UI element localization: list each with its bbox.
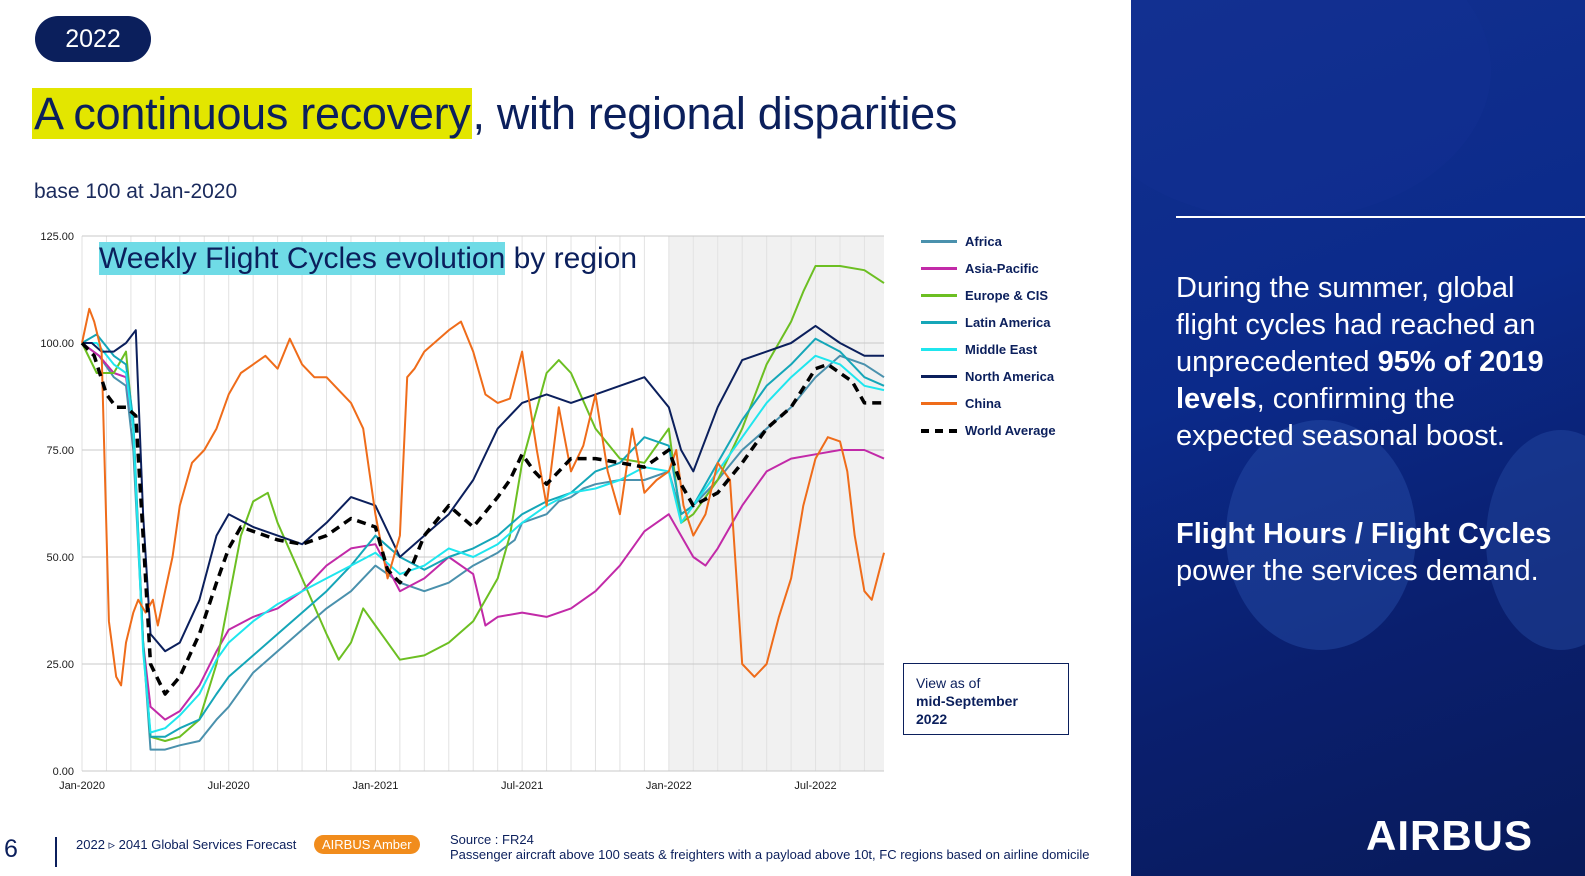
y-tick-label: 25.00 xyxy=(46,659,74,671)
legend-swatch xyxy=(921,348,957,351)
chart-legend: Africa Asia-Pacific Europe & CIS Latin Amer… xyxy=(921,228,1056,444)
series-line-world-average xyxy=(80,341,884,696)
panel-rule xyxy=(1176,216,1585,218)
headline-rest: , with regional disparities xyxy=(472,88,958,139)
legend-item: Latin America xyxy=(921,309,1056,336)
y-tick-label: 125.00 xyxy=(40,231,74,243)
airbus-logo: AIRBUS xyxy=(1366,812,1534,859)
page-number: 6 xyxy=(4,835,18,863)
view-as-box: View as of mid-September 2022 xyxy=(903,663,1069,735)
flight-cycles-chart: 0.00 25.00 50.00 75.00 100.00 125.00 Jan-2020 J… xyxy=(40,231,885,792)
legend-swatch xyxy=(921,428,957,433)
legend-item: Europe & CIS xyxy=(921,282,1056,309)
x-tick-label: Jan-2022 xyxy=(646,780,692,792)
x-tick-label: Jan-2021 xyxy=(352,780,398,792)
window-decor-3 xyxy=(1131,0,1491,220)
year-badge: 2022 xyxy=(35,16,151,62)
legend-swatch xyxy=(921,267,957,270)
legend-item: Asia-Pacific xyxy=(921,255,1056,282)
legend-label: China xyxy=(965,396,1002,411)
view-as-year: 2022 xyxy=(916,711,948,727)
window-decor-1 xyxy=(1226,420,1416,650)
legend-swatch xyxy=(921,402,957,405)
legend-label: Europe & CIS xyxy=(965,288,1049,303)
footer-doc-title: 2022 ▹ 2041 Global Services Forecast xyxy=(76,837,297,852)
series-line-china xyxy=(81,307,885,687)
shaded-period xyxy=(668,236,884,771)
y-tick-label: 100.00 xyxy=(40,338,74,350)
legend-label: Latin America xyxy=(965,315,1051,330)
right-panel: During the summer, global flight cycles … xyxy=(1131,0,1585,876)
legend-label: North America xyxy=(965,369,1055,384)
legend-item: Middle East xyxy=(921,336,1056,363)
series-line-latin-america xyxy=(81,333,885,738)
x-tick-label: Jan-2020 xyxy=(59,780,105,792)
footer-divider xyxy=(55,837,57,867)
chart-title-rest: by region xyxy=(505,242,638,275)
legend-label: Asia-Pacific xyxy=(965,261,1039,276)
panel-paragraph-1: During the summer, global flight cycles … xyxy=(1176,272,1544,452)
x-tick-label: Jul-2020 xyxy=(208,780,250,792)
series-line-middle-east xyxy=(82,342,885,734)
legend-item: North America xyxy=(921,363,1056,390)
legend-swatch xyxy=(921,294,957,297)
legend-item: China xyxy=(921,390,1056,417)
legend-label: Middle East xyxy=(965,342,1038,357)
chart-title-highlight: Weekly Flight Cycles evolution xyxy=(99,242,506,275)
legend-item: World Average xyxy=(921,417,1056,444)
view-as-label: View as of xyxy=(916,675,981,691)
view-as-date: mid-September xyxy=(916,693,1018,709)
headline-highlight: A continuous recovery xyxy=(32,88,473,139)
legend-swatch xyxy=(921,240,957,243)
chart-title: Weekly Flight Cycles evolution by region xyxy=(99,242,637,276)
source-line-1: Source : FR24 xyxy=(450,832,534,847)
legend-swatch xyxy=(921,375,957,378)
headline: A continuous recovery, with regional dis… xyxy=(32,88,957,140)
legend-swatch xyxy=(921,321,957,324)
y-tick-label: 0.00 xyxy=(53,766,74,778)
source-line-2: Passenger aircraft above 100 seats & fre… xyxy=(450,847,1090,862)
chart-subtitle: base 100 at Jan-2020 xyxy=(34,180,238,203)
y-tick-label: 50.00 xyxy=(46,552,74,564)
x-tick-label: Jul-2021 xyxy=(501,780,543,792)
panel-paragraph-2: Flight Hours / Flight Cycles power the s… xyxy=(1176,518,1552,587)
legend-label: World Average xyxy=(965,423,1056,438)
legend-item: Africa xyxy=(921,228,1056,255)
series-line-europe-cis xyxy=(81,265,885,742)
classification-badge: AIRBUS Amber xyxy=(314,835,420,854)
footer-source: Source : FR24 Passenger aircraft above 1… xyxy=(450,832,1090,862)
legend-label: Africa xyxy=(965,234,1002,249)
x-tick-label: Jul-2022 xyxy=(794,780,836,792)
y-tick-label: 75.00 xyxy=(46,445,74,457)
